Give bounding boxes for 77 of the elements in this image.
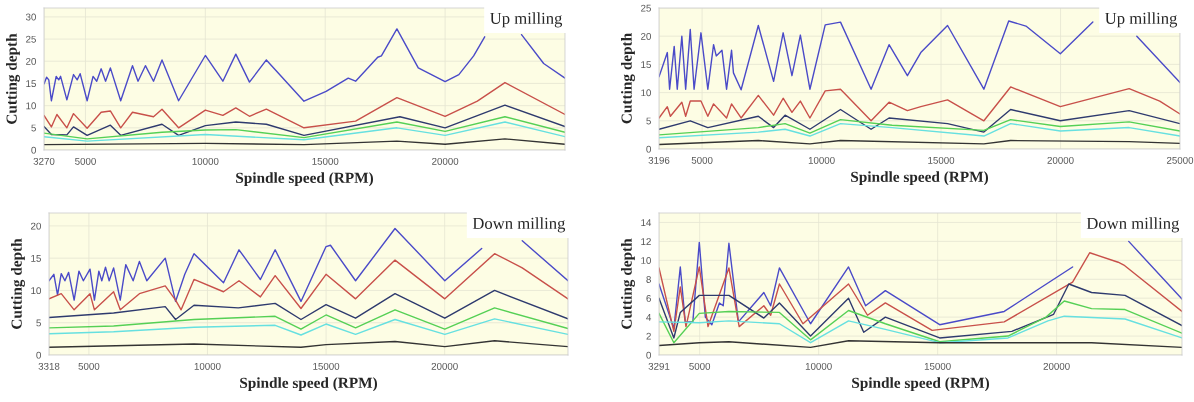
y-tick-label: 2	[646, 332, 651, 340]
x-tick-label: 15000	[924, 362, 951, 370]
line-series	[659, 252, 1182, 333]
x-tick-label: 10000	[808, 156, 835, 164]
y-tick-label: 4	[646, 313, 652, 321]
x-tick-label: 5000	[78, 362, 100, 370]
y-tick-label: 20	[641, 32, 651, 40]
x-tick-label: 3270	[33, 157, 55, 165]
line-series	[659, 300, 1182, 344]
line-series	[49, 318, 568, 336]
y-tick-label: 15	[31, 255, 41, 262]
y-tick-label: 0	[646, 145, 651, 153]
x-tick-label: 20000	[431, 362, 458, 370]
x-tick-label: 20000	[1047, 156, 1074, 164]
y-tick-label: 15	[26, 80, 36, 88]
y-tick-label: 5	[36, 319, 41, 327]
annotation: Down milling	[472, 217, 566, 233]
y-tick-label: 6	[646, 294, 651, 302]
x-axis-title: Spindle speed (RPM)	[236, 172, 374, 187]
line-series	[44, 121, 565, 142]
x-axis-title: Spindle speed (RPM)	[240, 377, 378, 392]
y-tick-label: 14	[641, 219, 652, 226]
y-tick-label: 15	[641, 61, 651, 69]
line-series	[659, 118, 1180, 136]
y-axis-title: Cutting depth	[11, 238, 25, 329]
line-series	[49, 289, 568, 321]
x-tick-label: 5000	[689, 362, 711, 370]
x-tick-label: 3291	[648, 362, 670, 370]
y-axis-title: Cutting depth	[6, 33, 20, 124]
line-series	[659, 122, 1180, 139]
y-tick-label: 5	[31, 124, 36, 132]
x-tick-label: 3196	[648, 156, 670, 164]
x-tick-label: 15000	[313, 362, 340, 370]
annotation: Down milling	[1086, 217, 1180, 233]
y-tick-label: 12	[641, 238, 651, 245]
x-tick-label: 25000	[1166, 156, 1194, 164]
line-series	[44, 116, 565, 140]
x-tick-label: 10000	[192, 157, 219, 165]
line-series	[44, 81, 565, 129]
line-series	[44, 104, 565, 137]
y-tick-label: 0	[31, 146, 36, 154]
annotation: Up milling	[1105, 12, 1178, 28]
y-tick-label: 10	[26, 102, 36, 110]
x-tick-label: 10000	[805, 362, 832, 370]
y-axis-title: Cutting depth	[621, 33, 635, 124]
line-series	[659, 108, 1180, 133]
x-tick-label: 5000	[75, 157, 96, 165]
y-tick-label: 10	[31, 287, 41, 295]
line-series	[659, 283, 1182, 339]
x-tick-label: 10000	[194, 362, 221, 370]
line-series	[659, 340, 1182, 349]
y-tick-label: 30	[25, 13, 36, 21]
y-axis-title: Cutting depth	[621, 238, 635, 329]
x-tick-label: 20000	[1043, 362, 1070, 370]
line-series	[49, 307, 568, 330]
x-tick-label: 20000	[432, 157, 459, 165]
y-tick-label: 20	[31, 222, 41, 230]
line-series	[659, 86, 1180, 122]
annotation: Up milling	[490, 12, 563, 28]
y-tick-label: 8	[646, 276, 651, 283]
x-tick-label: 5000	[691, 156, 713, 164]
y-tick-label: 5	[646, 117, 651, 125]
y-tick-label: 20	[26, 57, 36, 65]
line-series	[49, 252, 568, 311]
x-tick-label: 3318	[38, 362, 60, 370]
y-tick-label: 0	[36, 351, 41, 359]
line-series	[49, 340, 568, 348]
x-axis-title: Spindle speed (RPM)	[851, 171, 989, 186]
y-tick-label: 10	[641, 257, 651, 264]
x-tick-label: 15000	[928, 156, 955, 164]
x-tick-label: 15000	[312, 157, 339, 165]
y-tick-label: 25	[641, 4, 651, 12]
x-axis-title: Spindle speed (RPM)	[852, 377, 990, 392]
y-tick-label: 0	[646, 351, 651, 359]
y-tick-label: 10	[641, 89, 651, 97]
line-series	[659, 315, 1182, 344]
y-tick-label: 25	[26, 35, 36, 43]
